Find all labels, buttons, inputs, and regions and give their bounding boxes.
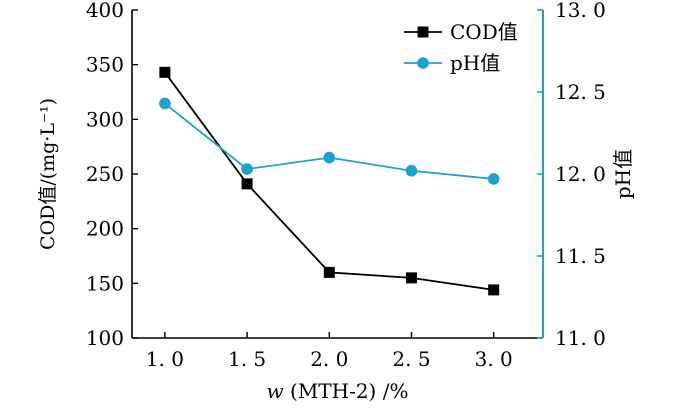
cod-data-point xyxy=(488,284,500,296)
x-tick-label: 1. 0 xyxy=(146,347,184,371)
cod-data-point xyxy=(323,266,335,278)
left-tick-label: 300 xyxy=(86,107,124,131)
left-tick-label: 200 xyxy=(86,217,124,241)
left-tick-label: 350 xyxy=(86,53,124,77)
x-axis-label-unit: (MTH-2) /% xyxy=(284,379,409,403)
right-tick-label: 11. 0 xyxy=(555,326,606,350)
x-tick-label: 3. 0 xyxy=(475,347,513,371)
legend-label: pH值 xyxy=(450,51,500,75)
ph-data-point xyxy=(487,173,500,185)
left-axis-label: COD值/(mg·L⁻¹) xyxy=(37,98,59,250)
x-axis-label-variable: w xyxy=(267,379,284,403)
legend-marker-circle xyxy=(417,57,429,69)
left-tick-label: 100 xyxy=(86,326,124,350)
x-tick-label: 2. 5 xyxy=(392,347,430,371)
cod-data-point xyxy=(405,272,417,284)
left-tick-label: 150 xyxy=(86,271,124,295)
right-axis-label: pH值 xyxy=(611,149,635,199)
legend-label: COD值 xyxy=(450,20,518,44)
x-tick-label: 1. 5 xyxy=(228,347,266,371)
ph-data-point xyxy=(159,97,171,110)
x-axis-label: w (MTH-2) /% xyxy=(267,379,409,403)
cod-data-point xyxy=(241,178,253,190)
left-tick-label: 400 xyxy=(86,0,124,22)
legend-marker-square xyxy=(417,26,429,38)
right-tick-label: 12. 0 xyxy=(555,162,606,186)
series-line-ph xyxy=(164,102,494,180)
ph-data-point xyxy=(323,151,336,164)
cod-data-point xyxy=(159,66,171,78)
x-tick-label: 2. 0 xyxy=(310,347,348,371)
ph-data-point xyxy=(241,163,253,175)
right-tick-label: 13. 0 xyxy=(555,0,606,22)
right-tick-label: 12. 5 xyxy=(555,80,606,104)
right-tick-label: 11. 5 xyxy=(555,244,606,268)
ph-data-point xyxy=(405,164,418,177)
left-tick-label: 250 xyxy=(86,162,124,186)
series-line-cod xyxy=(164,71,494,291)
